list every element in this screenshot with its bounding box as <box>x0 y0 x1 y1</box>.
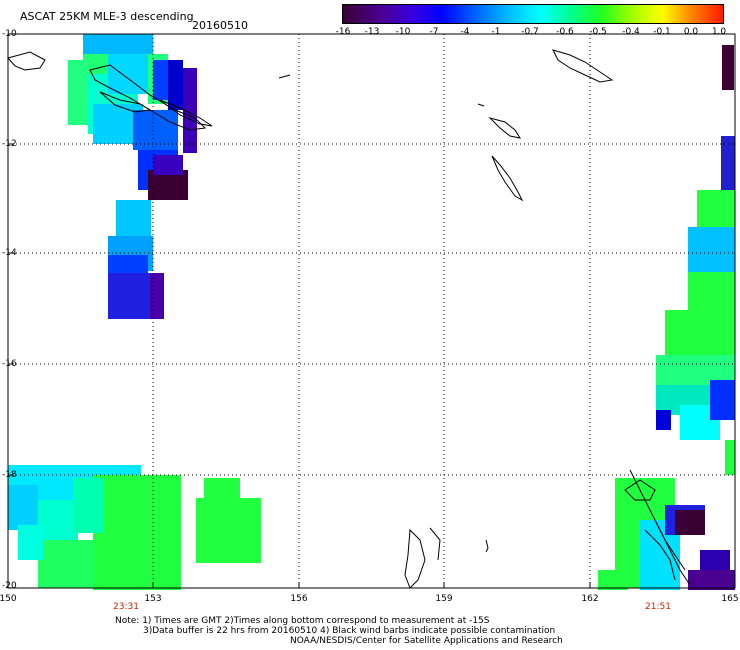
lat-label: -14 <box>2 248 17 258</box>
colorbar <box>342 4 724 24</box>
time-label: 21:51 <box>645 602 671 612</box>
note-credit: NOAA/NESDIS/Center for Satellite Applica… <box>290 636 563 646</box>
grid-lines <box>8 34 735 588</box>
lat-label: -10 <box>2 29 17 39</box>
colorbar-label: -4 <box>460 27 470 37</box>
map-date: 20160510 <box>192 19 248 32</box>
lat-label: -12 <box>2 139 17 149</box>
lat-label: -16 <box>2 359 17 369</box>
colorbar-label: -0.5 <box>589 27 607 37</box>
lat-label: -20 <box>2 581 17 591</box>
colorbar-swatches <box>343 5 723 23</box>
colorbar-label: -7 <box>429 27 439 37</box>
map-frame <box>7 33 736 589</box>
lon-label: 156 <box>290 594 308 604</box>
footer-note: Note: 1) Times are GMT 2)Times along bot… <box>115 616 563 646</box>
colorbar-label: -1 <box>491 27 501 37</box>
lon-label: 159 <box>435 594 453 604</box>
colorbar-label: -0.7 <box>521 27 539 37</box>
lon-label: 150 <box>0 594 17 604</box>
time-label: 23:31 <box>113 602 139 612</box>
lon-label: 153 <box>144 594 162 604</box>
map-title: ASCAT 25KM MLE-3 descending <box>20 10 194 23</box>
colorbar-label: -0.6 <box>556 27 574 37</box>
colorbar-label: -0.4 <box>622 27 640 37</box>
note-line: 3)Data buffer is 22 hrs from 20160510 4)… <box>143 626 556 636</box>
colorbar-label: 0.0 <box>683 27 699 37</box>
lat-label: -18 <box>2 470 17 480</box>
colorbar-label: -16 <box>335 27 351 37</box>
colorbar-label: -10 <box>395 27 411 37</box>
colorbar-label: -13 <box>364 27 380 37</box>
data-swaths <box>8 34 735 590</box>
note-line: Note: 1) Times are GMT 2)Times along bot… <box>115 616 490 626</box>
colorbar-label: 1.0 <box>711 27 727 37</box>
coastlines <box>7 49 691 589</box>
axis-ticks <box>8 33 591 589</box>
colorbar-label: -0.1 <box>653 27 671 37</box>
lon-label: 165 <box>721 594 739 604</box>
lon-label: 162 <box>581 594 599 604</box>
